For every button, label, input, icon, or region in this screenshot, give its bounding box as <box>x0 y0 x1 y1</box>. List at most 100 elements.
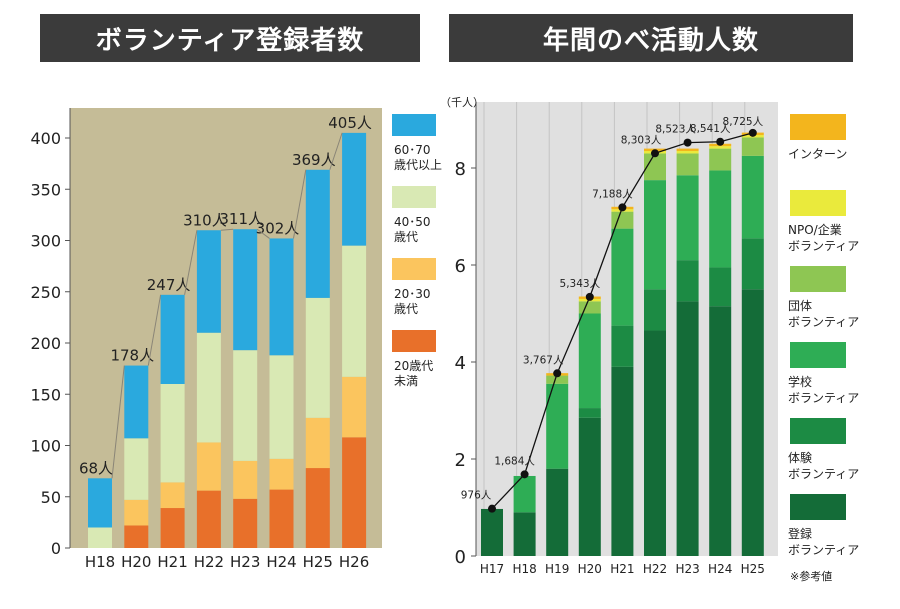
chart1-connector <box>147 294 162 366</box>
chart2-y-tick-label: 8 <box>455 159 466 180</box>
chart1-bar-segment <box>305 169 330 298</box>
chart1-bar-segment <box>160 384 185 483</box>
chart1-bar-segment <box>88 478 112 528</box>
chart1-y-tick-label: 250 <box>30 283 61 302</box>
chart2-bar-segment <box>741 238 764 290</box>
chart2-bar-segment <box>481 508 503 556</box>
chart1-total-label: 68人 <box>79 459 113 477</box>
chart2-bar-segment <box>578 417 601 556</box>
chart1-connector <box>256 228 270 239</box>
chart2-legend-label: ボランティア <box>788 467 859 481</box>
chart2-y-tick-label: 2 <box>455 450 466 471</box>
chart1-legend-swatch <box>392 186 436 208</box>
chart1-bar-segment <box>342 132 367 246</box>
chart1-y-tick-label: 0 <box>51 539 61 558</box>
chart2-legend-swatch <box>790 266 846 292</box>
chart1-total-label: 405人 <box>328 114 372 132</box>
chart2-bar-segment <box>741 155 764 239</box>
chart2-bar-segment <box>709 146 732 149</box>
chart2-bar-segment <box>676 153 699 176</box>
chart1-legend-label: 未満 <box>394 374 418 388</box>
chart1-y-tick-label: 400 <box>30 129 61 148</box>
chart2-bar-segment <box>546 383 569 469</box>
chart2-bar-segment <box>578 313 601 409</box>
chart2-x-tick-label: H17 <box>480 562 504 576</box>
chart2-x-tick-label: H20 <box>578 562 602 576</box>
chart2-legend-swatch <box>790 190 846 216</box>
chart2-x-tick-label: H19 <box>545 562 569 576</box>
chart1-legend-swatch <box>392 258 436 280</box>
chart1-x-tick-label: H20 <box>121 553 151 571</box>
chart1-bar-segment <box>160 508 185 548</box>
chart2-x-tick-label: H24 <box>708 562 732 576</box>
chart2-legend-label: インターン <box>788 147 847 161</box>
chart2-bar-segment <box>644 289 666 331</box>
chart1-bar-segment <box>124 438 149 500</box>
chart2-bar-segment <box>709 170 732 268</box>
chart2-total-label: 8,523人 <box>655 124 696 136</box>
chart1-x-tick-label: H24 <box>266 553 296 571</box>
chart2-x-tick-label: H22 <box>643 562 667 576</box>
chart2-x-tick-label: H25 <box>741 562 765 576</box>
chart2-bar-segment <box>578 408 601 418</box>
chart2-x-tick-label: H23 <box>675 562 699 576</box>
chart2-legend-label: 体験 <box>788 450 812 465</box>
chart1-bar-segment <box>160 294 185 384</box>
chart1-bar-segment <box>342 376 367 438</box>
chart2-total-label: 8,541人 <box>690 123 731 135</box>
chart1-bar-segment <box>269 355 294 459</box>
chart2-legend-swatch <box>790 418 846 444</box>
chart2-y-tick-label: 6 <box>455 256 466 277</box>
chart1-y-tick-label: 350 <box>30 180 61 199</box>
chart2-total-point <box>520 470 529 479</box>
chart2-total-point <box>553 369 562 378</box>
chart1-connector <box>329 132 343 170</box>
chart2-bar-segment <box>676 301 699 556</box>
chart1-x-tick-label: H23 <box>230 553 260 571</box>
chart2-title: 年間のべ活動人数 <box>449 14 853 62</box>
chart2-legend-swatch <box>790 494 846 520</box>
chart1-x-tick-label: H22 <box>194 553 224 571</box>
chart2-total-label: 7,188人 <box>592 188 633 200</box>
chart2-y-tick-label: 4 <box>455 353 466 374</box>
chart1-bar-segment <box>160 482 185 509</box>
chart1-bar-segment <box>88 527 112 548</box>
chart1-connector <box>184 230 198 295</box>
chart1-bar-segment <box>124 365 149 439</box>
chart2-legend-label: 団体 <box>788 299 812 313</box>
chart1-y-tick-label: 200 <box>30 334 61 353</box>
chart2-x-tick-label: H18 <box>512 562 536 576</box>
chart2-bar-segment <box>611 211 634 229</box>
chart1-y-tick-label: 100 <box>30 437 61 456</box>
chart1-bar-segment <box>305 417 330 469</box>
chart1-x-tick-label: H21 <box>157 553 187 571</box>
chart1-total-label: 310人 <box>183 211 227 229</box>
chart1-legend-label: 40･50 <box>394 215 431 229</box>
chart2-bar-segment <box>676 260 699 302</box>
chart2-bar-segment <box>741 137 764 156</box>
chart2-bar-segment <box>741 289 764 556</box>
chart2-bar-segment <box>513 475 536 513</box>
chart1-bar-segment <box>342 437 367 548</box>
chart1-connector <box>111 365 125 479</box>
chart2-bar-segment <box>709 148 732 171</box>
chart1-y-tick-label: 50 <box>41 488 61 507</box>
chart2-bar-segment <box>611 366 634 556</box>
chart1-bar-segment <box>305 468 330 548</box>
chart2-legend-swatch <box>790 114 846 140</box>
chart2-legend-swatch <box>790 342 846 368</box>
chart1-bar-segment <box>233 460 258 499</box>
chart2-legend-label: ボランティア <box>788 391 859 405</box>
chart2-total-label: 8,303人 <box>621 134 662 146</box>
chart1-bar-segment <box>269 458 294 490</box>
chart1-y-tick-label: 150 <box>30 385 61 404</box>
chart2-bar-segment <box>709 306 732 556</box>
chart1-total-label: 369人 <box>292 151 336 169</box>
chart1-connector <box>220 228 234 231</box>
chart1-bar-segment <box>196 490 221 548</box>
chart2-legend-label: 登録 <box>788 526 812 541</box>
chart1-title: ボランティア登録者数 <box>40 14 420 62</box>
chart2-total-point <box>585 292 594 301</box>
chart2-bar-segment <box>513 512 536 556</box>
